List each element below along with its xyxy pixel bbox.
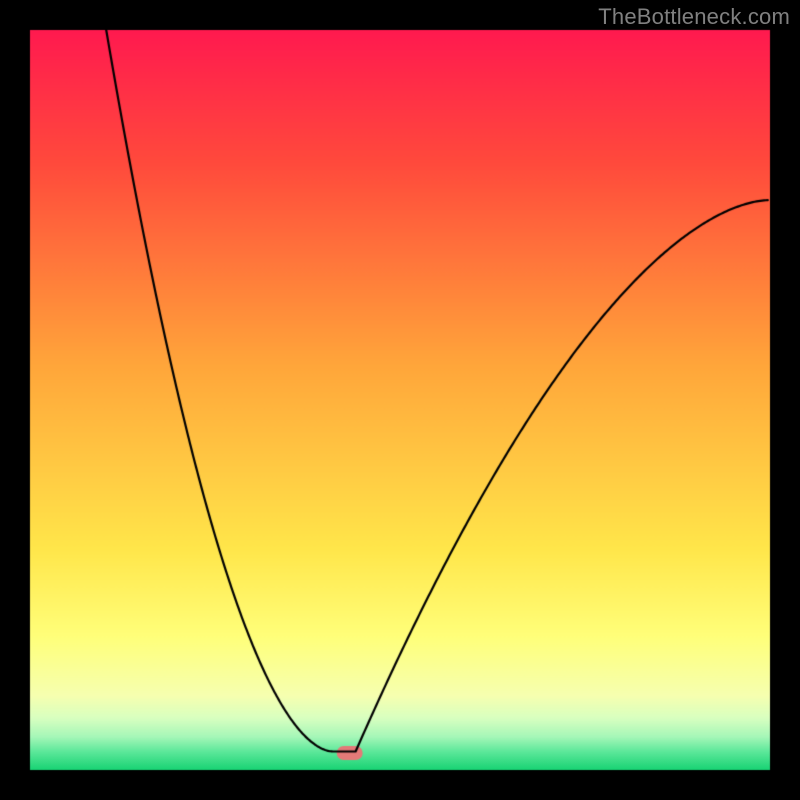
watermark-text: TheBottleneck.com xyxy=(598,4,790,30)
bottleneck-chart-canvas xyxy=(0,0,800,800)
